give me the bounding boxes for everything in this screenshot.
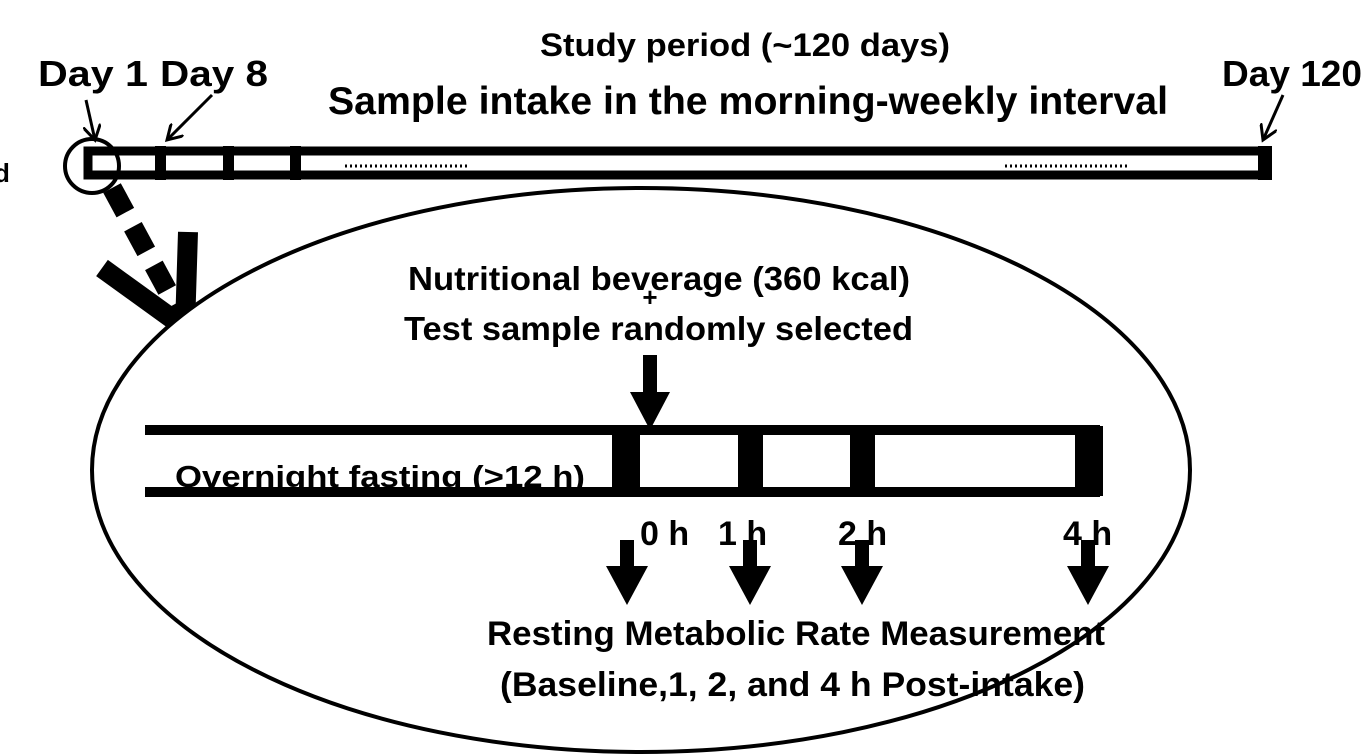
arrow-head — [729, 566, 771, 605]
time-block — [850, 426, 875, 496]
day-label: Day 1 — [38, 53, 148, 94]
time-label: 4 h — [1063, 515, 1112, 553]
time-label: 0 h — [640, 515, 689, 553]
arrow-head — [1067, 566, 1109, 605]
day-label: Day 120 — [1222, 53, 1362, 94]
day-arrow — [1263, 94, 1285, 140]
arrow-head — [841, 566, 883, 605]
time-label: 2 h — [838, 515, 887, 553]
measurement-detail: (Baseline,1, 2, and 4 h Post-intake) — [500, 666, 1085, 704]
week-divider — [290, 146, 301, 180]
week-divider — [223, 146, 234, 180]
time-block — [1075, 426, 1103, 496]
bar-end — [1258, 146, 1272, 180]
measurement-arrows — [606, 540, 1109, 605]
test-sample-label: Test sample randomly selected — [404, 310, 913, 347]
day-arrow — [86, 99, 95, 140]
time-label: 1 h — [718, 515, 767, 553]
day-label: Day 8 — [160, 53, 268, 94]
plus-sign: + — [642, 282, 657, 312]
study-period: Study period (~120 days) — [540, 27, 950, 63]
beverage-label: Nutritional beverage (360 kcal) — [408, 260, 910, 297]
study-bar — [83, 146, 1271, 180]
time-block — [612, 426, 640, 496]
detail-ellipse — [90, 186, 1192, 754]
intake-arrowhead — [630, 392, 670, 430]
week-divider — [155, 146, 166, 180]
measurement-label: Resting Metabolic Rate Measurement — [487, 615, 1105, 653]
time-block — [738, 426, 763, 496]
zoom-arrow — [103, 183, 187, 315]
day-arrow — [167, 93, 214, 140]
intake-label: Sample intake in the morning-weekly inte… — [328, 80, 1168, 123]
edge-text: d — [0, 158, 10, 188]
arrow-head — [606, 566, 648, 605]
